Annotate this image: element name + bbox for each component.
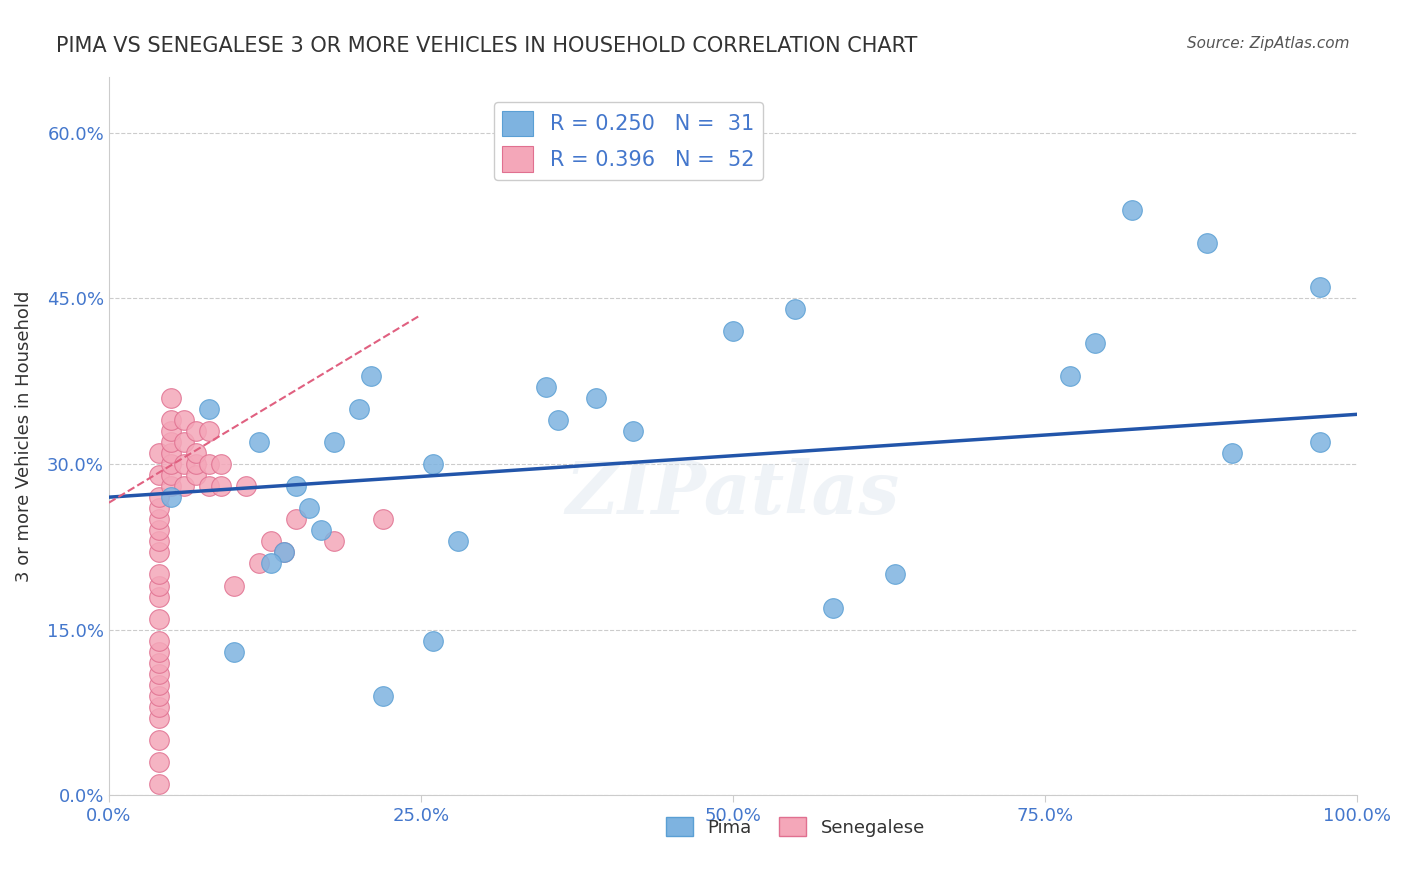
Point — [148, 678, 170, 692]
Point — [186, 424, 208, 438]
Point — [547, 413, 569, 427]
Point — [1059, 368, 1081, 383]
Point — [422, 457, 444, 471]
Legend: Pima, Senegalese: Pima, Senegalese — [659, 810, 932, 844]
Point — [148, 645, 170, 659]
Point — [1197, 236, 1219, 251]
Point — [148, 666, 170, 681]
Point — [148, 578, 170, 592]
Point — [1084, 335, 1107, 350]
Point — [160, 490, 183, 504]
Point — [222, 578, 245, 592]
Point — [148, 777, 170, 791]
Point — [148, 490, 170, 504]
Point — [160, 446, 183, 460]
Point — [260, 557, 283, 571]
Point — [148, 567, 170, 582]
Point — [884, 567, 907, 582]
Point — [360, 368, 382, 383]
Point — [148, 524, 170, 538]
Point — [197, 457, 219, 471]
Point — [148, 756, 170, 770]
Y-axis label: 3 or more Vehicles in Household: 3 or more Vehicles in Household — [15, 291, 32, 582]
Point — [160, 434, 183, 449]
Point — [821, 600, 844, 615]
Point — [186, 446, 208, 460]
Point — [160, 479, 183, 493]
Point — [209, 479, 232, 493]
Point — [235, 479, 257, 493]
Point — [1121, 202, 1143, 217]
Point — [285, 479, 308, 493]
Point — [173, 479, 195, 493]
Point — [309, 524, 332, 538]
Point — [721, 325, 744, 339]
Point — [197, 401, 219, 416]
Point — [148, 512, 170, 526]
Point — [148, 700, 170, 714]
Point — [148, 534, 170, 549]
Point — [222, 645, 245, 659]
Point — [148, 733, 170, 747]
Point — [197, 479, 219, 493]
Point — [148, 656, 170, 670]
Point — [422, 633, 444, 648]
Point — [148, 633, 170, 648]
Point — [1309, 280, 1331, 294]
Point — [273, 545, 295, 559]
Point — [785, 302, 807, 317]
Point — [173, 434, 195, 449]
Point — [160, 413, 183, 427]
Point — [621, 424, 644, 438]
Point — [347, 401, 370, 416]
Text: ZIPatlas: ZIPatlas — [565, 458, 900, 529]
Text: PIMA VS SENEGALESE 3 OR MORE VEHICLES IN HOUSEHOLD CORRELATION CHART: PIMA VS SENEGALESE 3 OR MORE VEHICLES IN… — [56, 36, 918, 55]
Text: Source: ZipAtlas.com: Source: ZipAtlas.com — [1187, 36, 1350, 51]
Point — [173, 457, 195, 471]
Point — [148, 468, 170, 483]
Point — [160, 457, 183, 471]
Point — [373, 689, 395, 703]
Point — [585, 391, 607, 405]
Point — [247, 434, 270, 449]
Point — [322, 534, 344, 549]
Point — [148, 590, 170, 604]
Point — [273, 545, 295, 559]
Point — [173, 413, 195, 427]
Point — [148, 545, 170, 559]
Point — [148, 689, 170, 703]
Point — [447, 534, 470, 549]
Point — [160, 468, 183, 483]
Point — [297, 501, 319, 516]
Point — [1309, 434, 1331, 449]
Point — [186, 468, 208, 483]
Point — [160, 391, 183, 405]
Point — [197, 424, 219, 438]
Point — [260, 534, 283, 549]
Point — [534, 380, 557, 394]
Point — [322, 434, 344, 449]
Point — [209, 457, 232, 471]
Point — [1220, 446, 1243, 460]
Point — [247, 557, 270, 571]
Point — [148, 501, 170, 516]
Point — [148, 446, 170, 460]
Point — [285, 512, 308, 526]
Point — [160, 424, 183, 438]
Point — [186, 457, 208, 471]
Point — [148, 612, 170, 626]
Point — [373, 512, 395, 526]
Point — [148, 711, 170, 725]
